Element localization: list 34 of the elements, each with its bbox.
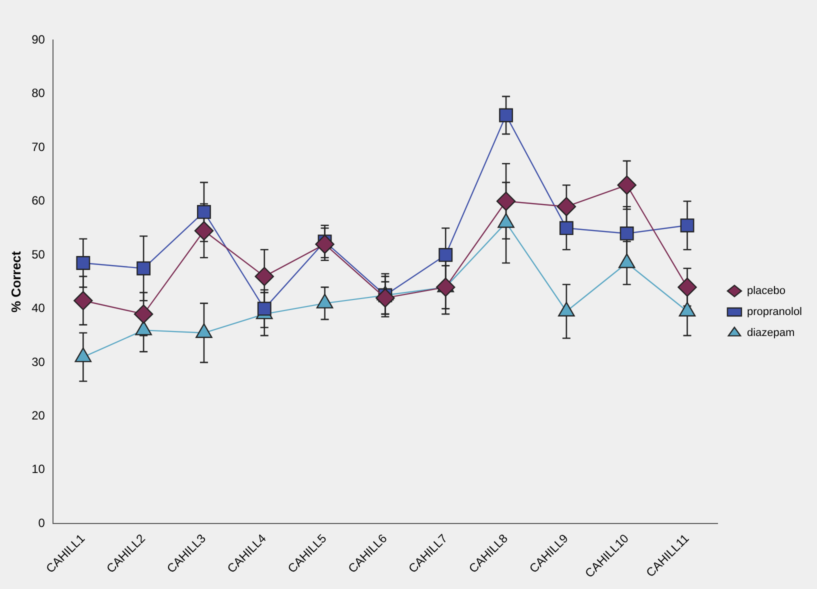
y-tick-label: 60 xyxy=(32,194,46,208)
point xyxy=(134,304,154,324)
y-tick-label: 30 xyxy=(32,354,46,369)
y-tick-label: 70 xyxy=(32,140,46,154)
legend-label: propranolol xyxy=(746,306,802,318)
y-tick-label: 90 xyxy=(32,32,46,46)
point xyxy=(76,256,90,270)
point xyxy=(496,192,516,211)
point xyxy=(617,176,636,195)
y-tick-label: 40 xyxy=(32,301,46,316)
point xyxy=(680,218,694,232)
y-axis-title: % Correct xyxy=(8,250,24,313)
point xyxy=(315,234,334,254)
point xyxy=(257,302,272,316)
point xyxy=(436,278,456,297)
point xyxy=(197,205,211,219)
y-tick-label: 50 xyxy=(32,247,46,262)
point xyxy=(559,221,574,236)
point xyxy=(74,291,93,310)
y-tick-label: 0 xyxy=(38,516,46,530)
point xyxy=(620,226,634,240)
point xyxy=(136,261,151,276)
point xyxy=(376,288,395,308)
point xyxy=(556,196,576,216)
point xyxy=(194,221,214,240)
point xyxy=(499,108,513,122)
y-tick-label: 10 xyxy=(32,462,46,476)
point xyxy=(254,266,274,286)
y-tick-label: 20 xyxy=(32,408,46,422)
point xyxy=(438,248,453,262)
point xyxy=(678,278,697,297)
legend-label: placebo xyxy=(746,285,786,298)
y-tick-label: 80 xyxy=(32,86,46,100)
legend-label: diazepam xyxy=(746,327,795,340)
